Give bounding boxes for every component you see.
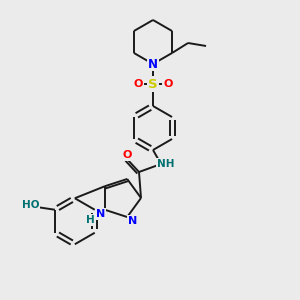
- Text: H: H: [86, 215, 95, 225]
- Text: HO: HO: [22, 200, 40, 210]
- Text: O: O: [163, 79, 173, 89]
- Text: O: O: [122, 150, 132, 160]
- Text: NH: NH: [157, 159, 175, 169]
- Text: S: S: [148, 77, 158, 91]
- Text: N: N: [96, 209, 105, 219]
- Text: N: N: [148, 58, 158, 70]
- Text: N: N: [128, 216, 137, 226]
- Text: O: O: [133, 79, 143, 89]
